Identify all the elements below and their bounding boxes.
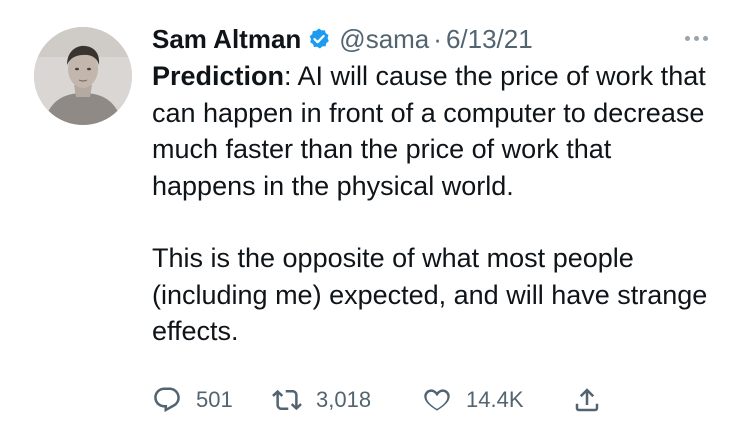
tweet-paragraph-1-text: : AI will cause the price of work that c… bbox=[152, 61, 706, 201]
verified-badge-icon bbox=[307, 27, 331, 51]
author-handle[interactable]: @sama bbox=[339, 23, 430, 54]
retweet-count: 3,018 bbox=[316, 387, 372, 412]
tweet-text: Prediction: AI will cause the price of w… bbox=[152, 58, 722, 350]
tweet-date[interactable]: 6/13/21 bbox=[445, 23, 533, 54]
like-button[interactable]: 14.4K bbox=[422, 385, 572, 415]
share-icon bbox=[575, 388, 599, 412]
retweet-button[interactable]: 3,018 bbox=[272, 385, 422, 415]
prediction-label: Prediction bbox=[152, 61, 285, 91]
like-count: 14.4K bbox=[466, 387, 524, 412]
tweet-paragraph-1: Prediction: AI will cause the price of w… bbox=[152, 58, 722, 204]
tweet-header: Sam Altman @sama · 6/13/21 bbox=[152, 22, 533, 56]
more-horizontal-icon[interactable] bbox=[676, 26, 716, 50]
retweet-icon bbox=[272, 389, 302, 411]
reply-button[interactable]: 501 bbox=[152, 385, 272, 415]
avatar[interactable] bbox=[34, 27, 132, 125]
tweet-paragraph-2: This is the opposite of what most people… bbox=[152, 243, 708, 346]
tweet-actions: 501 3,018 14.4K bbox=[152, 382, 602, 418]
heart-icon bbox=[424, 389, 450, 411]
author-name[interactable]: Sam Altman bbox=[152, 23, 302, 54]
avatar-photo bbox=[34, 27, 132, 125]
reply-count: 501 bbox=[196, 387, 233, 412]
separator-dot: · bbox=[433, 23, 442, 54]
share-button[interactable] bbox=[572, 385, 602, 415]
reply-icon bbox=[154, 387, 180, 413]
